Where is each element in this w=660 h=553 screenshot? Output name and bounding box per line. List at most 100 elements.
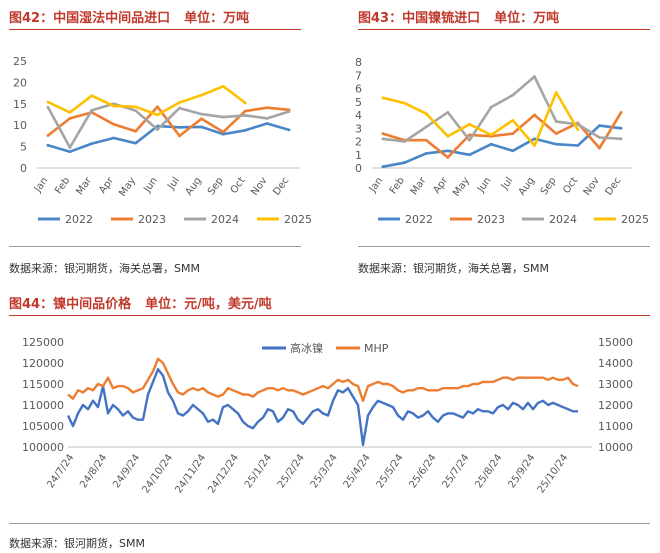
chart-43-series-2024-point — [576, 122, 580, 126]
chart-42-series-2024-point — [46, 105, 50, 109]
chart-43-series-2023-point — [533, 113, 536, 117]
chart-43-series-2022-point — [533, 137, 536, 141]
chart-42-series-2023-point — [221, 130, 225, 134]
chart-43-series-2024-point — [619, 137, 623, 141]
figure-44-unit: 单位：元/吨，美元/吨 — [145, 297, 272, 312]
chart-42-series-2022-point — [178, 125, 181, 129]
chart-42-y-tick-label: 20 — [13, 76, 27, 89]
chart-44-x-tick-label: 25/10/24 — [536, 452, 571, 495]
chart-42-series-2022-point — [221, 132, 225, 136]
chart-42-series-2025-line — [47, 85, 246, 117]
chart-42-series-2025-point — [68, 110, 72, 114]
chart-43-series-2025-point — [489, 133, 493, 137]
figure-43-unit: 单位：万吨 — [494, 11, 560, 26]
chart-44-y-right-tick-label: 14000 — [598, 357, 633, 370]
chart-43-series-2024-point — [424, 125, 428, 129]
chart-42-series-2025-point — [178, 101, 181, 104]
chart-44-y-right-tick-label: 11000 — [598, 420, 633, 433]
chart-42-series-2024-point — [134, 109, 138, 113]
chart-42-legend-label-2025: 2025 — [284, 213, 312, 226]
chart-44-y-left-tick-label: 110000 — [22, 399, 64, 412]
chart-42-series-2025-point — [221, 84, 225, 88]
chart-44-y-right-tick-label: 10000 — [598, 441, 633, 454]
chart-43-series-2025-point — [424, 112, 428, 116]
chart-43-legend-label-2023: 2023 — [477, 213, 505, 226]
chart-43-series-2025-point — [381, 96, 385, 100]
chart-43-legend-label-2022: 2022 — [405, 213, 433, 226]
chart-43-legend-label-2024: 2024 — [549, 213, 577, 226]
chart-43-series-2023-point — [619, 110, 623, 114]
figure-42-unit: 单位：万吨 — [184, 11, 250, 26]
chart-43-series-2024-point — [403, 140, 406, 143]
chart-43-y-tick-label: 0 — [355, 162, 362, 175]
chart-42-series-2024-point — [68, 146, 72, 149]
chart-43-series-2024-point — [598, 136, 601, 139]
figure-44-title-text: 图44：镍中间品价格 — [9, 297, 132, 312]
chart-42-series-2022-point — [199, 125, 203, 129]
chart-44-y-left-tick-label: 100000 — [22, 441, 64, 454]
chart-42-series-2022-point — [90, 142, 94, 146]
chart-44-y-right-tick-label: 13000 — [598, 378, 633, 391]
chart-44-legend-label-mhp: MHP — [364, 342, 389, 355]
chart-43-series-2025-point — [576, 128, 580, 131]
chart-42-series-2023-point — [46, 134, 50, 137]
chart-44-x-tick-label: 24/7/24 — [45, 452, 76, 490]
chart-42-series-2023-point — [112, 122, 116, 126]
figure-42-source: 数据来源：银河期货，海关总署，SMM — [9, 262, 200, 275]
figure-42-title-rule — [9, 29, 301, 30]
chart-42-series-2025-point — [243, 101, 247, 105]
chart-42-legend-label-2022: 2022 — [65, 213, 93, 226]
chart-42-series-2023-point — [178, 134, 181, 138]
chart-43-series-2022-point — [424, 152, 428, 155]
chart-43-series-2023-point — [446, 156, 450, 159]
chart-43-y-tick-label: 7 — [355, 69, 362, 82]
chart-44-x-tick-label: 24/10/24 — [140, 452, 175, 495]
chart-42-series-2023-point — [134, 129, 138, 133]
chart-42-series-2025-point — [46, 100, 50, 104]
chart-43-series-2022-point — [619, 126, 623, 130]
chart-42-series-2022-line — [47, 122, 290, 153]
chart-44-svg: 100000 105000 110000 115000 120000 125000 1000… — [22, 336, 633, 496]
chart-43-series-2024-point — [554, 120, 558, 124]
chart-42-series-2024-point — [243, 113, 247, 117]
figure-43-title-rule — [358, 29, 650, 30]
figure-44-source: 数据来源：银河期货，SMM — [9, 537, 145, 550]
chart-44-x-tick-label: 25/3/24 — [309, 452, 340, 490]
chart-43-series-2022-point — [554, 142, 558, 146]
chart-43-series-2022-point — [403, 161, 406, 165]
chart-44-y-left-tick-label: 105000 — [22, 420, 64, 433]
chart-43-y-tick-label: 2 — [355, 136, 362, 149]
chart-44-legend-label-high-ice-nickel: 高冰镍 — [290, 341, 323, 355]
chart-42-series-2024-point — [90, 108, 94, 112]
chart-43-series-2023-point — [381, 132, 385, 135]
chart-43-series-2025-point — [468, 122, 471, 126]
chart-42-y-tick-label: 15 — [13, 98, 27, 111]
chart-43-series-2022-point — [489, 142, 493, 146]
chart-44-x-tick-label: 24/9/24 — [111, 452, 142, 490]
chart-43-series-2023-point — [554, 132, 558, 135]
chart-43-legend-label-2025: 2025 — [621, 213, 649, 226]
chart-42-series-2022-point — [46, 143, 50, 147]
chart-44-y-left-tick-label: 115000 — [22, 378, 64, 391]
chart-42-legend-label-2023: 2023 — [138, 213, 166, 226]
chart-42-series-2022-point — [112, 136, 116, 140]
figure-42-source-rule — [9, 246, 301, 247]
chart-43-series-2023-point — [424, 138, 428, 142]
chart-43-y-tick-label: 1 — [355, 149, 362, 162]
chart-42-series-2025-point — [199, 93, 203, 97]
chart-42-series-2023-point — [199, 117, 203, 121]
chart-42-series-2022-point — [243, 128, 247, 132]
figure-42-title: 图42：中国湿法中间品进口 单位：万吨 — [9, 7, 249, 26]
chart-42-y-tick-label: 5 — [20, 141, 27, 154]
chart-43-series-2024-point — [511, 93, 515, 97]
chart-42-y-tick-label: 25 — [13, 55, 27, 68]
chart-43-series-2022-line — [382, 124, 622, 168]
figure-43-title: 图43：中国镍锍进口 单位：万吨 — [358, 7, 559, 26]
chart-42-series-2025-point — [156, 113, 159, 117]
chart-44-series-right-line — [67, 357, 579, 402]
chart-43-series-2022-point — [468, 153, 471, 157]
figure-44-title: 图44：镍中间品价格 单位：元/吨，美元/吨 — [9, 293, 272, 312]
chart-43-series-2025-point — [554, 91, 558, 94]
